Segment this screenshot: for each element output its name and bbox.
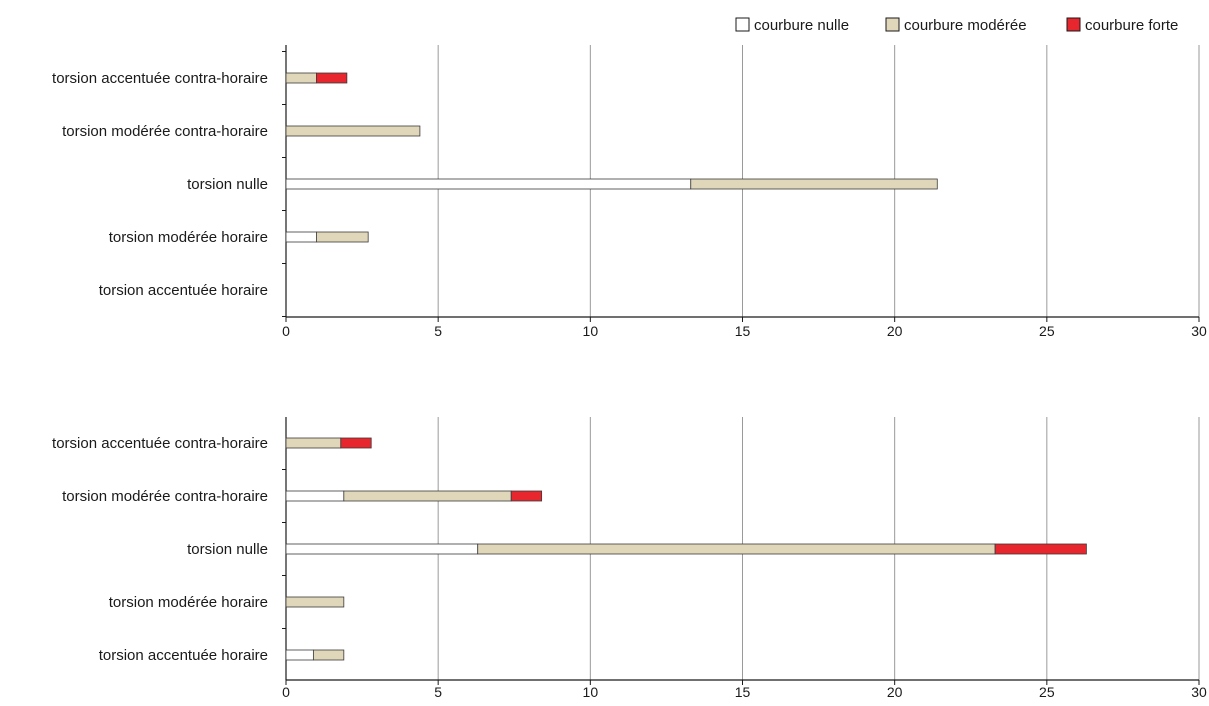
chart-panel-top: 0 5 10 15 20 25 30 torsion accentuée contra-hor… [52,45,1207,339]
x-tick-label: 15 [735,684,751,700]
bar-segment-courbure-nulle [285,231,317,243]
bar-segment-courbure-moderee [477,543,996,555]
legend-swatch-courbure-moderee [885,17,900,32]
bar-segment-courbure-moderee [312,649,345,661]
x-tick-label: 25 [1039,684,1055,700]
x-tick-label: 15 [735,323,751,339]
x-tick-label: 20 [887,323,903,339]
bar-segment-courbure-forte [510,490,543,502]
bar-segment-courbure-moderee [690,178,938,190]
bar-segment-courbure-moderee [285,72,317,84]
x-tick-label: 30 [1191,684,1207,700]
legend-swatch-courbure-forte [1066,17,1081,32]
bar-segment-courbure-nulle [285,543,479,555]
bar-segment-courbure-moderee [316,231,369,243]
legend-swatch-courbure-nulle [735,17,750,32]
chart-panel-bottom: 0 5 10 15 20 25 30 torsion accentuée contra-hor… [52,417,1207,700]
bar-segment-courbure-moderee [285,437,342,449]
x-tick-label: 25 [1039,323,1055,339]
category-label-torsion-accentuee-horaire: torsion accentuée horaire [99,647,268,664]
bar-segment-courbure-moderee [285,596,345,608]
x-tick-label: 20 [887,684,903,700]
x-tick-label: 10 [583,684,599,700]
x-tick-label: 5 [434,323,442,339]
bar-segment-courbure-forte [316,72,348,84]
x-tick-label: 30 [1191,323,1207,339]
category-label-torsion-moderee-horaire: torsion modérée horaire [109,594,268,611]
bar-segment-courbure-nulle [285,178,692,190]
bar-segment-courbure-forte [994,543,1087,555]
category-label-torsion-moderee-horaire: torsion modérée horaire [109,229,268,246]
legend-label-courbure-forte: courbure forte [1085,17,1178,34]
category-label-torsion-moderee-contra-horaire: torsion modérée contra-horaire [62,488,268,505]
x-tick-label: 5 [434,684,442,700]
category-label-torsion-accentuee-contra-horaire: torsion accentuée contra-horaire [52,70,268,87]
bar-segment-courbure-forte [340,437,372,449]
category-label-torsion-nulle: torsion nulle [187,541,268,558]
category-label-torsion-nulle: torsion nulle [187,176,268,193]
bar-segment-courbure-moderee [285,125,421,137]
category-label-torsion-accentuee-horaire: torsion accentuée horaire [99,282,268,299]
x-tick-label: 0 [282,684,290,700]
legend: courbure nulle courbure modérée courbure f… [735,17,1178,34]
legend-label-courbure-nulle: courbure nulle [754,17,849,34]
legend-label-courbure-moderee: courbure modérée [904,17,1027,34]
category-label-torsion-accentuee-contra-horaire: torsion accentuée contra-horaire [52,435,268,452]
bar-segment-courbure-moderee [343,490,512,502]
category-label-torsion-moderee-contra-horaire: torsion modérée contra-horaire [62,123,268,140]
x-tick-label: 10 [583,323,599,339]
bar-segment-courbure-nulle [285,490,345,502]
x-tick-label: 0 [282,323,290,339]
bar-segment-courbure-nulle [285,649,314,661]
